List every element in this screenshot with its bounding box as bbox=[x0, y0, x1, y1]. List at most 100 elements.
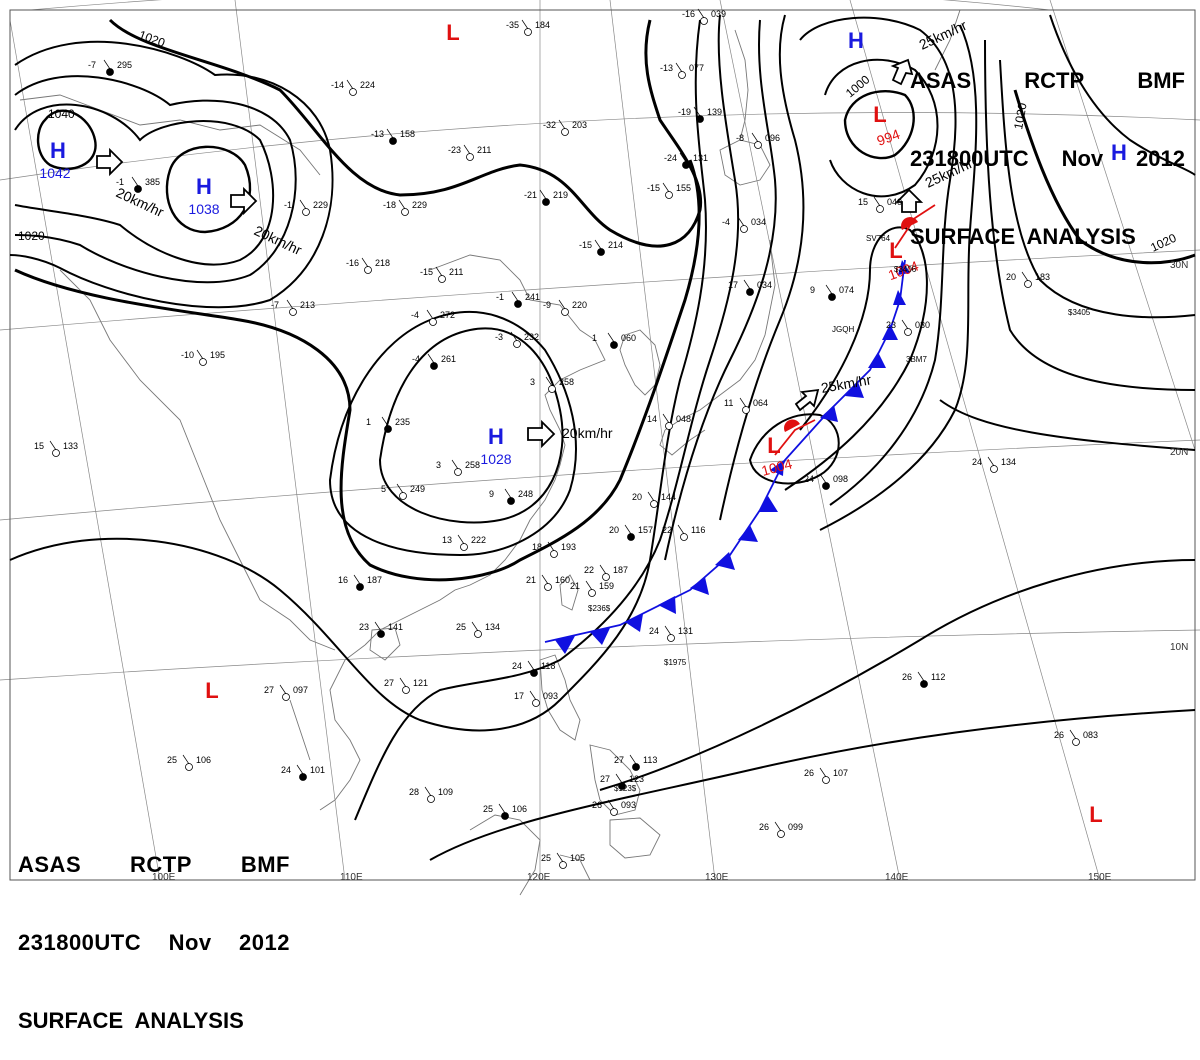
station-plot: 25 134 bbox=[456, 621, 500, 638]
header-station: RCTP bbox=[1024, 68, 1085, 93]
station-temperature: 3 bbox=[436, 460, 441, 470]
cold-front-barb bbox=[758, 496, 778, 512]
motion-arrows bbox=[96, 58, 924, 449]
wind-barb bbox=[629, 754, 637, 765]
station-temperature: 24 bbox=[512, 661, 522, 671]
station-plot: 9 248 bbox=[489, 488, 533, 505]
station-plot: 3 258 bbox=[530, 376, 574, 393]
wind-barb bbox=[624, 524, 632, 535]
station-circle-icon bbox=[430, 362, 438, 370]
station-pressure: 134 bbox=[1001, 457, 1016, 467]
wind-barb bbox=[647, 491, 655, 502]
wind-barb bbox=[873, 196, 881, 207]
warm-front-line-north bbox=[894, 204, 936, 249]
station-id: SV764 bbox=[866, 234, 891, 243]
station-plot: 27 097 bbox=[264, 684, 308, 701]
station-circle-icon bbox=[618, 782, 626, 790]
header-month: Nov bbox=[168, 930, 212, 955]
wind-barb bbox=[615, 773, 623, 784]
wind-barb bbox=[1021, 271, 1029, 282]
station-circle-icon bbox=[299, 773, 307, 781]
station-circle-icon bbox=[920, 680, 928, 688]
station-pressure: 235 bbox=[395, 417, 410, 427]
header-product: ASAS bbox=[910, 68, 972, 93]
isobar-1012-south bbox=[354, 14, 740, 821]
station-circle-icon bbox=[377, 630, 385, 638]
wind-barb bbox=[521, 19, 529, 30]
cold-front-barb bbox=[820, 405, 838, 422]
station-circle-icon bbox=[990, 465, 998, 473]
station-circle-icon bbox=[1072, 738, 1080, 746]
station-pressure: 183 bbox=[1035, 272, 1050, 282]
station-pressure: 249 bbox=[410, 484, 425, 494]
station-plot: 21 160 bbox=[526, 574, 570, 591]
station-pressure: 034 bbox=[751, 217, 766, 227]
station-pressure: 107 bbox=[833, 768, 848, 778]
isobar-low-994-inner bbox=[843, 90, 915, 160]
wind-barb bbox=[662, 182, 670, 193]
station-temperature: 20 bbox=[1006, 272, 1016, 282]
station-pressure: 039 bbox=[711, 9, 726, 19]
station-plot: 15 133 bbox=[34, 440, 78, 457]
station-pressure: 241 bbox=[525, 292, 540, 302]
isobar-1012-outer bbox=[599, 559, 1196, 791]
station-circle-icon bbox=[134, 185, 142, 193]
station-plot: 25 105 bbox=[541, 852, 585, 869]
station-temperature: 25 bbox=[456, 622, 466, 632]
station-plot: -4 261 bbox=[412, 353, 456, 370]
station-plot: 24 118 bbox=[512, 660, 555, 677]
header-time: 231800UTC bbox=[18, 930, 142, 955]
wind-barb bbox=[426, 309, 434, 320]
station-temperature: 21 bbox=[570, 581, 580, 591]
station-temperature: -9 bbox=[543, 300, 551, 310]
wind-barb bbox=[435, 266, 443, 277]
station-plot: -16 218 bbox=[346, 257, 390, 274]
station-circle-icon bbox=[532, 699, 540, 707]
station-temperature: 16 bbox=[338, 575, 348, 585]
station-id: 3BM7 bbox=[906, 355, 927, 364]
high-center-letter: H bbox=[488, 424, 504, 449]
station-temperature: -35 bbox=[506, 20, 519, 30]
station-pressure: 158 bbox=[400, 129, 415, 139]
station-circle-icon bbox=[828, 293, 836, 301]
station-pressure: 159 bbox=[599, 581, 614, 591]
wind-barb bbox=[751, 132, 759, 143]
cold-front-barb bbox=[770, 460, 784, 476]
longitude-label: 130E bbox=[705, 872, 729, 883]
station-plot: 22 116 bbox=[662, 524, 705, 541]
isobar-1012-far-east bbox=[984, 39, 1196, 391]
wind-barb bbox=[346, 79, 354, 90]
station-plot: -19 139 bbox=[678, 106, 722, 123]
station-temperature: 25 bbox=[541, 853, 551, 863]
station-pressure: 106 bbox=[196, 755, 211, 765]
wind-barb bbox=[286, 299, 294, 310]
high-center-letter: H bbox=[1111, 140, 1127, 165]
station-temperature: 27 bbox=[614, 755, 624, 765]
station-pressure: 060 bbox=[621, 333, 636, 343]
station-temperature: 26 bbox=[759, 822, 769, 832]
latitude-label: 20N bbox=[1170, 447, 1188, 458]
station-temperature: 27 bbox=[384, 678, 394, 688]
meridian-110e bbox=[234, 0, 346, 881]
station-plot: -7 213 bbox=[271, 299, 315, 316]
station-temperature: 1 bbox=[592, 333, 597, 343]
isobar-label: 1020 bbox=[18, 229, 45, 243]
station-temperature: 5 bbox=[381, 484, 386, 494]
station-circle-icon bbox=[561, 308, 569, 316]
isobar-low-1004-ring bbox=[748, 413, 840, 485]
wind-barb bbox=[424, 786, 432, 797]
wind-barb bbox=[511, 291, 519, 302]
station-circle-icon bbox=[746, 288, 754, 296]
station-plot: 24 098 bbox=[804, 473, 848, 490]
station-pressure: 258 bbox=[559, 377, 574, 387]
station-id: $3405 bbox=[1068, 308, 1091, 317]
map-background bbox=[0, 0, 1200, 900]
coast-philippines-south bbox=[589, 744, 641, 816]
station-temperature: -7 bbox=[271, 300, 279, 310]
warm-front-line-south bbox=[774, 419, 816, 456]
station-pressure: 229 bbox=[412, 200, 427, 210]
wind-barb bbox=[607, 332, 615, 343]
wind-barb bbox=[451, 459, 459, 470]
header-top-right: ASAS RCTP BMF 231800UTC Nov 2012 SURFACE… bbox=[910, 16, 1185, 276]
longitude-label: 110E bbox=[340, 872, 363, 883]
